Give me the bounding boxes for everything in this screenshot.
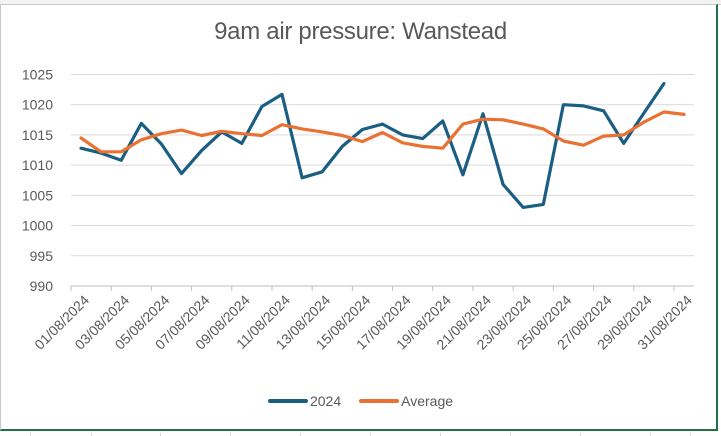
cell-divider [300,433,301,436]
y-tick-label: 995 [30,248,54,264]
y-tick-label: 1010 [22,157,53,173]
y-tick-label: 1015 [22,127,53,143]
cell-divider [650,433,651,436]
series-line-average [79,110,686,154]
cell-divider [370,433,371,436]
legend-item-2024[interactable]: 2024 [267,393,342,409]
legend-label-average: Average [401,393,454,409]
chart-area[interactable] [0,4,718,431]
y-tick-label: 1005 [22,187,53,203]
cell-divider [690,433,691,436]
cell-divider [230,433,231,436]
x-axis-labels: 01/08/202403/08/202405/08/202407/08/2024… [31,292,695,353]
cell-divider [30,433,31,436]
cell-divider [580,433,581,436]
gridlines [71,74,694,287]
legend-swatch-2024 [267,399,308,403]
y-tick-label: 990 [30,278,54,294]
cell-divider [440,433,441,436]
cell-divider [510,433,511,436]
y-tick-label: 1025 [22,67,53,83]
y-tick-label: 1000 [22,218,53,234]
legend-swatch-average [359,399,400,403]
y-axis-labels: 990 995 1000 1005 1010 1015 1020 1025 [22,67,53,295]
series-line-2024 [79,82,666,209]
x-axis [70,285,694,291]
legend-label-2024: 2024 [309,393,342,409]
spreadsheet-cells-strip [0,433,721,436]
legend: 2024 Average [0,393,721,409]
series-lines [79,82,686,209]
y-tick-label: 1020 [22,97,53,113]
legend-item-average[interactable]: Average [359,393,453,409]
cell-divider [160,433,161,436]
chart-title: 9am air pressure: Wanstead [214,18,507,45]
cell-divider [91,433,92,436]
